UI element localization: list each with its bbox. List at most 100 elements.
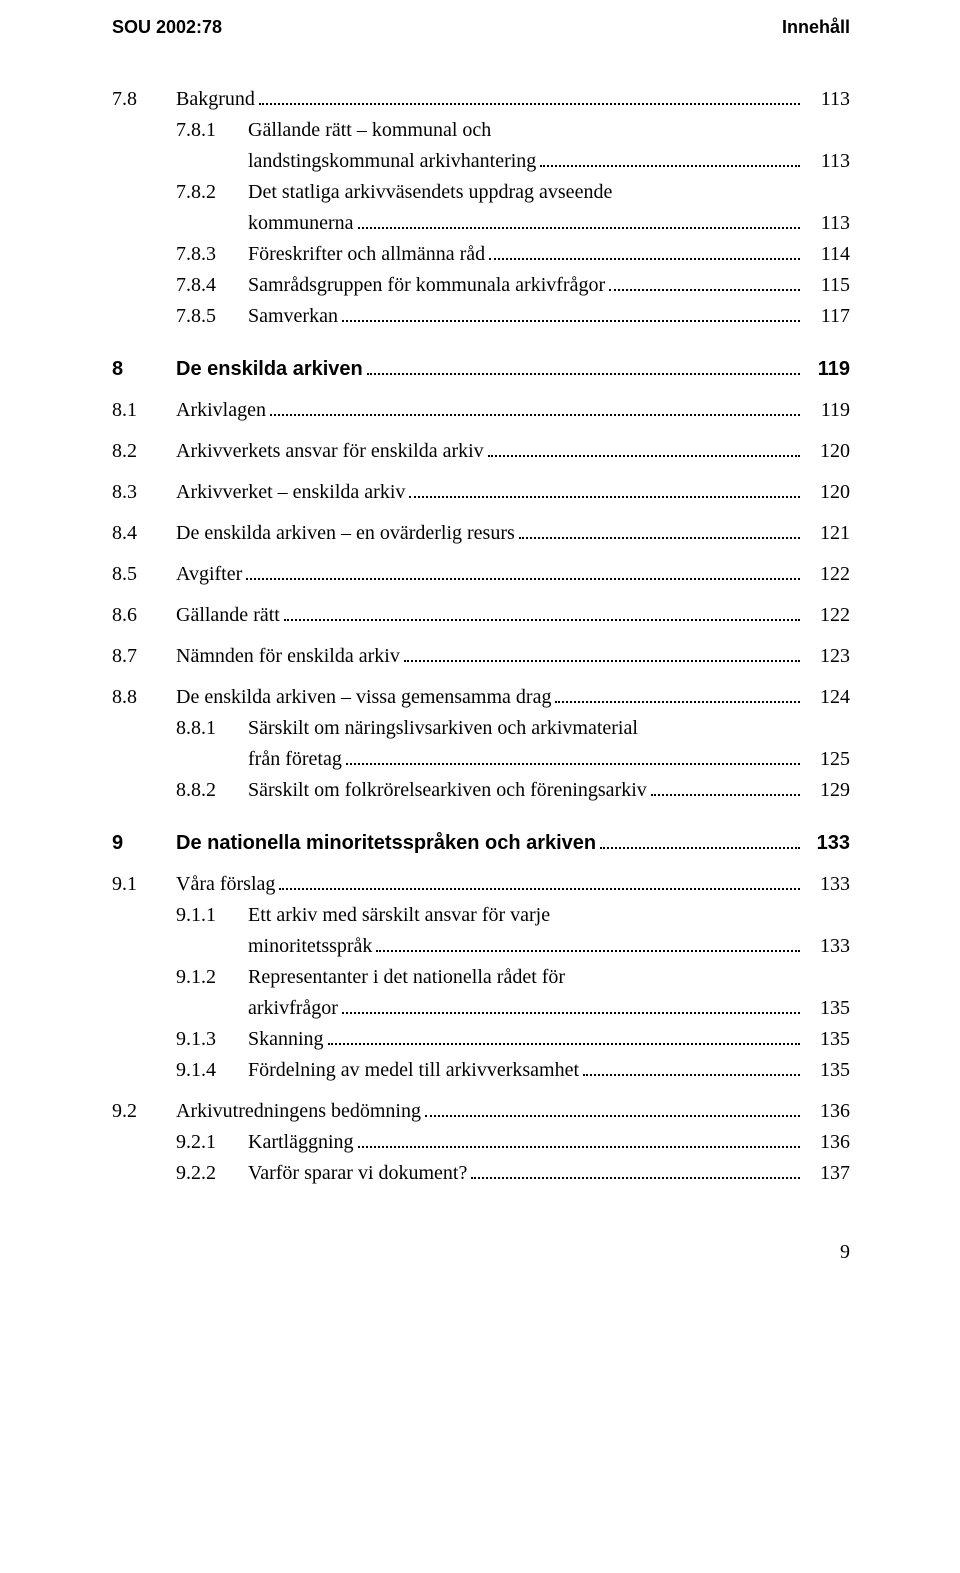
- toc-title: Samverkan: [248, 301, 338, 332]
- toc-entry: 8.4De enskilda arkiven – en ovärderlig r…: [112, 518, 850, 549]
- toc-subentry: 7.8.4Samrådsgruppen för kommunala arkivf…: [112, 270, 850, 301]
- running-header: SOU 2002:78 Innehåll: [112, 14, 850, 42]
- toc-line: Arkivutredningens bedömning 136: [176, 1096, 850, 1127]
- toc-entry: 8.7Nämnden för enskilda arkiv123: [112, 641, 850, 672]
- toc-number: 8.4: [112, 518, 176, 549]
- leader-dots: [519, 520, 800, 539]
- toc-page: 122: [804, 559, 850, 590]
- toc-title: Gällande rätt: [176, 600, 280, 631]
- toc-page: 124: [804, 682, 850, 713]
- toc-page: 136: [804, 1096, 850, 1127]
- toc-page: 114: [804, 239, 850, 270]
- toc-text-wrap: Arkivutredningens bedömning 136: [176, 1096, 850, 1127]
- leader-dots: [279, 871, 800, 890]
- toc-text-wrap: Fördelning av medel till arkivverksamhet…: [248, 1055, 850, 1086]
- toc-chapter: 9De nationella minoritetsspråken och ark…: [112, 828, 850, 859]
- toc-number: 7.8: [112, 84, 176, 115]
- leader-dots: [651, 777, 800, 796]
- toc-line: Särskilt om näringslivsarkiven och arkiv…: [248, 713, 850, 744]
- toc-title: De nationella minoritetsspråken och arki…: [176, 828, 596, 859]
- toc-page: 115: [804, 270, 850, 301]
- toc-title: Särskilt om näringslivsarkiven och arkiv…: [248, 713, 638, 744]
- toc-title: Det statliga arkivväsendets uppdrag avse…: [248, 177, 612, 208]
- leader-dots: [488, 438, 800, 457]
- toc-number: 8.7: [112, 641, 176, 672]
- toc-text-wrap: Samverkan117: [248, 301, 850, 332]
- toc-line: Kartläggning136: [248, 1127, 850, 1158]
- leader-dots: [609, 272, 800, 291]
- toc-title: kommunerna: [248, 208, 354, 239]
- toc-text-wrap: Kartläggning136: [248, 1127, 850, 1158]
- toc-number: 8.3: [112, 477, 176, 508]
- toc-line: arkivfrågor135: [248, 993, 850, 1024]
- toc-page: 123: [804, 641, 850, 672]
- leader-dots: [471, 1160, 800, 1179]
- toc-text-wrap: Avgifter122: [176, 559, 850, 590]
- toc-line: Gällande rätt 122: [176, 600, 850, 631]
- leader-dots: [376, 933, 800, 952]
- toc-title: Skanning: [248, 1024, 324, 1055]
- toc-number: 8.5: [112, 559, 176, 590]
- toc-number: 8.2: [112, 436, 176, 467]
- toc-text-wrap: De enskilda arkiven119: [176, 354, 850, 385]
- leader-dots: [346, 746, 800, 765]
- toc-page: 133: [804, 931, 850, 962]
- toc-subentry: 9.1.4Fördelning av medel till arkivverks…: [112, 1055, 850, 1086]
- spacer: [112, 426, 850, 436]
- toc-line: De nationella minoritetsspråken och arki…: [176, 828, 850, 859]
- toc-page: 133: [804, 869, 850, 900]
- toc-text-wrap: De enskilda arkiven – vissa gemensamma d…: [176, 682, 850, 713]
- toc-subentry: 7.8.1Gällande rätt – kommunal ochlandsti…: [112, 115, 850, 177]
- toc-subentry: 7.8.3Föreskrifter och allmänna råd114: [112, 239, 850, 270]
- toc-number: 8.8: [112, 682, 176, 713]
- toc-page: 133: [804, 828, 850, 859]
- toc-entry: 8.3Arkivverket – enskilda arkiv120: [112, 477, 850, 508]
- toc-number: 9.1.1: [112, 900, 248, 931]
- toc-line: Arkivverkets ansvar för enskilda arkiv12…: [176, 436, 850, 467]
- toc-text-wrap: Samrådsgruppen för kommunala arkivfrågor…: [248, 270, 850, 301]
- spacer: [112, 467, 850, 477]
- toc-subentry: 8.8.1Särskilt om näringslivsarkiven och …: [112, 713, 850, 775]
- toc-text-wrap: Gällande rätt – kommunal ochlandstingsko…: [248, 115, 850, 177]
- toc-entry: 8.8De enskilda arkiven – vissa gemensamm…: [112, 682, 850, 713]
- toc-number: 9.2: [112, 1096, 176, 1127]
- toc-title: Arkivutredningens bedömning: [176, 1096, 421, 1127]
- toc-text-wrap: Det statliga arkivväsendets uppdrag avse…: [248, 177, 850, 239]
- toc-number: 9.1.3: [112, 1024, 248, 1055]
- toc-page: 135: [804, 1024, 850, 1055]
- leader-dots: [342, 303, 800, 322]
- toc-line: Avgifter122: [176, 559, 850, 590]
- toc-page: 113: [804, 84, 850, 115]
- toc-page: 136: [804, 1127, 850, 1158]
- toc-entry: 8.1Arkivlagen119: [112, 395, 850, 426]
- leader-dots: [404, 643, 800, 662]
- toc-line: Samverkan117: [248, 301, 850, 332]
- toc-text-wrap: De enskilda arkiven – en ovärderlig resu…: [176, 518, 850, 549]
- leader-dots: [259, 86, 800, 105]
- toc-line: Gällande rätt – kommunal och: [248, 115, 850, 146]
- toc-line: kommunerna 113: [248, 208, 850, 239]
- toc-subentry: 7.8.5Samverkan117: [112, 301, 850, 332]
- toc-number: 9.1.2: [112, 962, 248, 993]
- toc-chapter: 8De enskilda arkiven119: [112, 354, 850, 385]
- toc-line: Nämnden för enskilda arkiv123: [176, 641, 850, 672]
- spacer: [112, 332, 850, 354]
- toc-number: 9.2.1: [112, 1127, 248, 1158]
- spacer: [112, 590, 850, 600]
- leader-dots: [246, 561, 800, 580]
- toc-text-wrap: Arkivlagen119: [176, 395, 850, 426]
- toc-number: 7.8.4: [112, 270, 248, 301]
- spacer: [112, 1086, 850, 1096]
- toc-number: 9.2.2: [112, 1158, 248, 1189]
- toc-page: 135: [804, 993, 850, 1024]
- toc-page: 113: [804, 208, 850, 239]
- spacer: [112, 508, 850, 518]
- toc-page: 122: [804, 600, 850, 631]
- toc-line: De enskilda arkiven – vissa gemensamma d…: [176, 682, 850, 713]
- toc-title: landstingskommunal arkivhantering: [248, 146, 536, 177]
- toc-title: Varför sparar vi dokument?: [248, 1158, 467, 1189]
- toc-line: från företag125: [248, 744, 850, 775]
- toc-line: Våra förslag133: [176, 869, 850, 900]
- toc-entry: 8.2Arkivverkets ansvar för enskilda arki…: [112, 436, 850, 467]
- spacer: [112, 631, 850, 641]
